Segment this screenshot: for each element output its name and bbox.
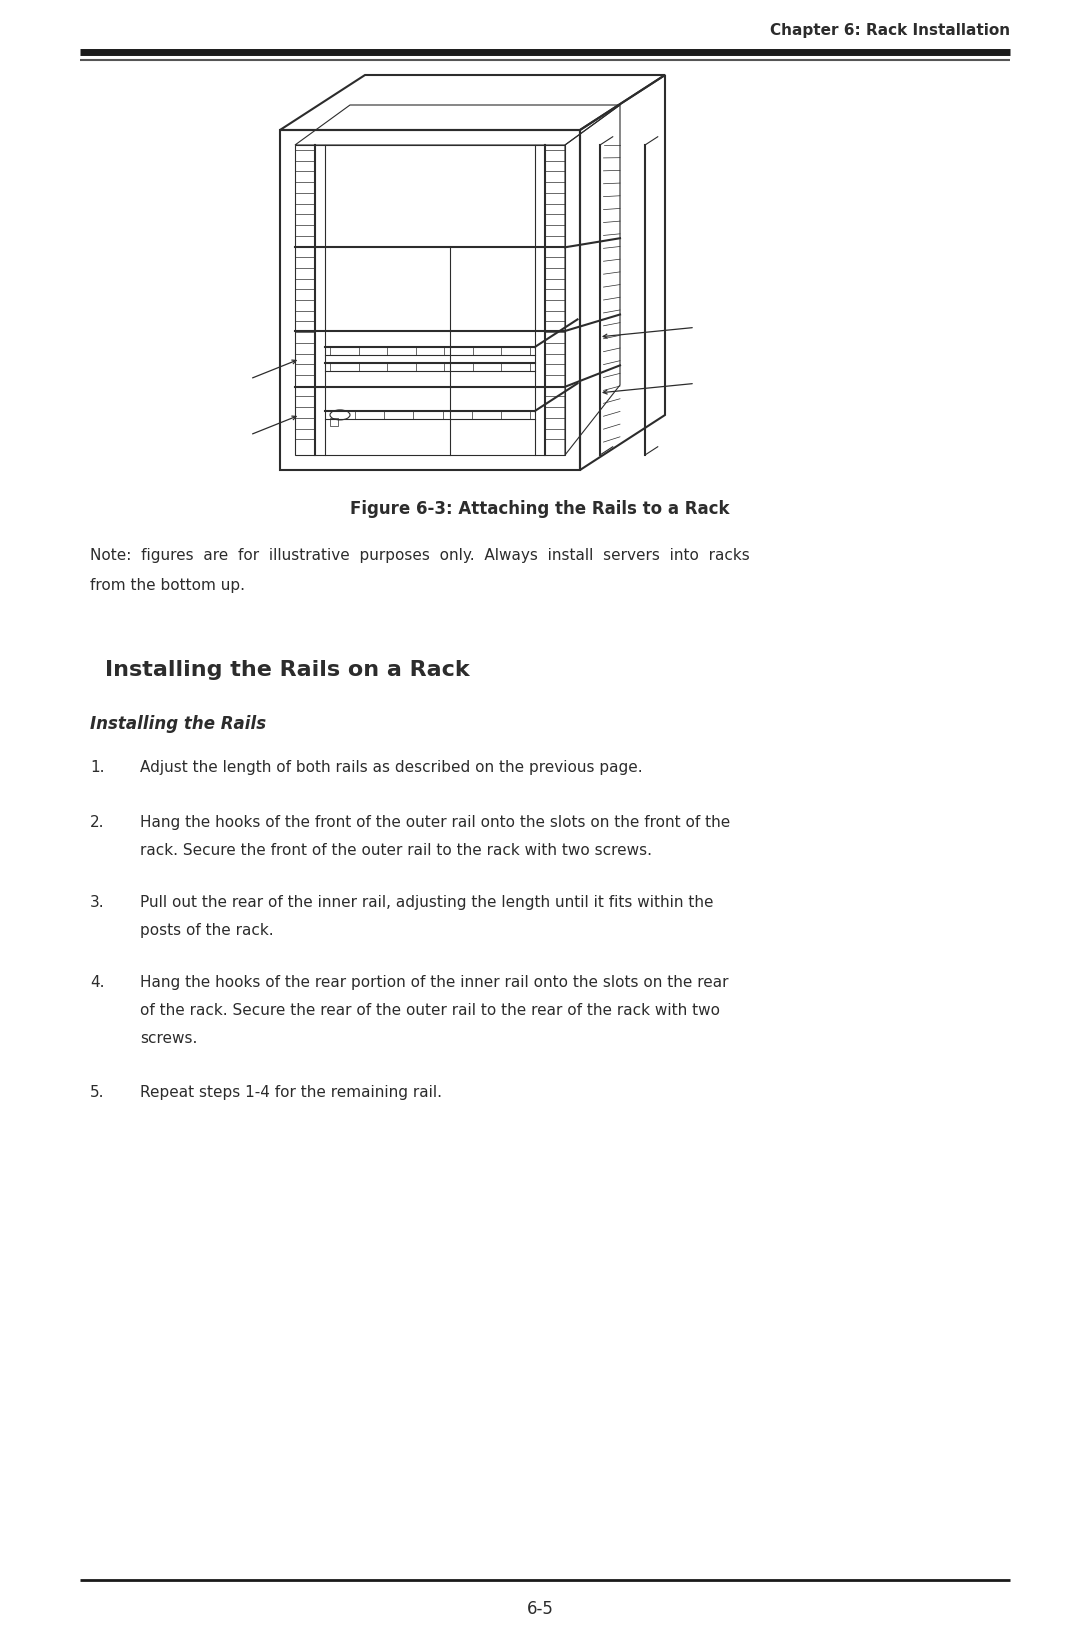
Bar	[330, 417, 338, 426]
Text: rack. Secure the front of the outer rail to the rack with two screws.: rack. Secure the front of the outer rail…	[140, 843, 652, 858]
Text: Note:  figures  are  for  illustrative  purposes  only.  Always  install  server: Note: figures are for illustrative purpo…	[90, 548, 750, 563]
Text: Installing the Rails on a Rack: Installing the Rails on a Rack	[105, 660, 470, 680]
Text: Hang the hooks of the front of the outer rail onto the slots on the front of the: Hang the hooks of the front of the outer…	[140, 815, 730, 830]
Text: posts of the rack.: posts of the rack.	[140, 922, 273, 937]
Text: 3.: 3.	[90, 894, 105, 911]
Text: Installing the Rails: Installing the Rails	[90, 714, 266, 733]
Text: 1.: 1.	[90, 761, 105, 776]
Text: Chapter 6: Rack Installation: Chapter 6: Rack Installation	[770, 23, 1010, 38]
Text: Repeat steps 1-4 for the remaining rail.: Repeat steps 1-4 for the remaining rail.	[140, 1086, 442, 1101]
Text: screws.: screws.	[140, 1031, 198, 1046]
Text: Hang the hooks of the rear portion of the inner rail onto the slots on the rear: Hang the hooks of the rear portion of th…	[140, 975, 729, 990]
Text: 4.: 4.	[90, 975, 105, 990]
Text: 6-5: 6-5	[527, 1600, 553, 1619]
Text: 2.: 2.	[90, 815, 105, 830]
Text: Adjust the length of both rails as described on the previous page.: Adjust the length of both rails as descr…	[140, 761, 643, 776]
Text: Figure 6-3: Attaching the Rails to a Rack: Figure 6-3: Attaching the Rails to a Rac…	[350, 500, 730, 518]
Text: from the bottom up.: from the bottom up.	[90, 578, 245, 592]
Text: 5.: 5.	[90, 1086, 105, 1101]
Text: Pull out the rear of the inner rail, adjusting the length until it fits within t: Pull out the rear of the inner rail, adj…	[140, 894, 714, 911]
Text: of the rack. Secure the rear of the outer rail to the rear of the rack with two: of the rack. Secure the rear of the oute…	[140, 1003, 720, 1018]
